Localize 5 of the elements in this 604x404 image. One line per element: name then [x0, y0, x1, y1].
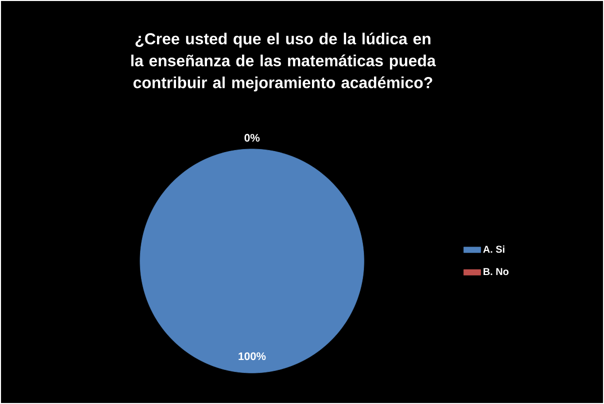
data-label: 100% — [238, 352, 266, 360]
text: 0% — [244, 134, 260, 142]
legend-label: A. Si — [483, 245, 504, 253]
chart-title: ¿Cree usted que el uso de la lúdica en la enseñanza de las matemáticas pueda contribuir al mejoramiento académico? — [131, 32, 436, 92]
legend-label: B. No — [484, 268, 509, 276]
